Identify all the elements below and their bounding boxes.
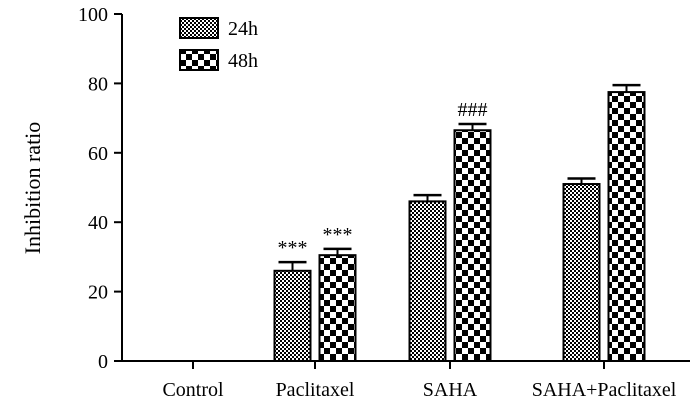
- bar-48h: [607, 91, 646, 362]
- annotations: *** *** ###: [278, 99, 488, 259]
- legend-label-48h: 48h: [228, 50, 258, 72]
- bar-24h: [562, 183, 601, 362]
- y-tick-label: 60: [88, 143, 108, 165]
- y-tick-label: 80: [88, 73, 108, 95]
- y-axis-ticks: 0 20 40 60 80 100: [78, 4, 122, 373]
- bar-48h: [318, 254, 357, 362]
- x-tick-label: SAHA+Paclitaxel: [532, 379, 677, 401]
- legend-swatch-48h: [179, 49, 219, 71]
- significance-annotation: ***: [323, 224, 353, 246]
- y-tick-label: 100: [78, 4, 108, 26]
- x-tick-label: Control: [162, 379, 224, 401]
- x-axis-ticks: Control Paclitaxel SAHA SAHA+Paclitaxel: [162, 361, 677, 401]
- x-tick-label: SAHA: [423, 379, 478, 401]
- x-tick-label: Paclitaxel: [276, 379, 355, 401]
- legend-label-24h: 24h: [228, 18, 258, 40]
- significance-annotation: ***: [278, 237, 308, 259]
- y-axis-title: Inhibition ratio: [20, 122, 45, 255]
- bar-48h: [453, 129, 492, 362]
- y-tick-label: 20: [88, 282, 108, 304]
- bar-24h: [408, 200, 447, 362]
- legend-swatch-24h: [179, 17, 219, 39]
- bar-24h: [273, 269, 312, 362]
- significance-annotation: ###: [458, 99, 488, 121]
- y-tick-label: 0: [98, 351, 108, 373]
- y-tick-label: 40: [88, 212, 108, 234]
